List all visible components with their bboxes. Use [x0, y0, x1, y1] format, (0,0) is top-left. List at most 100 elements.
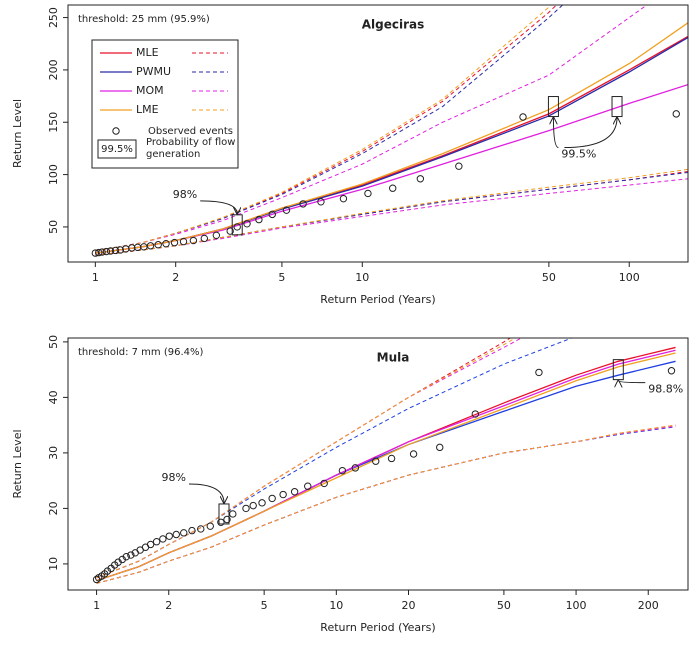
ci-line — [96, 424, 676, 584]
observed-point — [317, 198, 325, 206]
flow-box-arrow — [553, 118, 559, 149]
observed-point — [229, 510, 237, 518]
y-tick-label: 200 — [47, 59, 60, 80]
observed-point — [95, 248, 103, 257]
observed-point — [179, 237, 188, 246]
observed-point — [180, 529, 188, 537]
legend-desc-wrap: Probability of flow generation — [146, 137, 236, 160]
observed-point — [409, 450, 418, 458]
observed-point — [389, 184, 397, 192]
x-tick-label: 2 — [172, 271, 179, 284]
legend-label: 99.5% — [101, 144, 133, 155]
observed-point — [372, 457, 380, 465]
y-tick-label: 20 — [47, 501, 60, 515]
observed-point — [249, 501, 257, 510]
legend-box — [91, 39, 239, 169]
x-tick-label: 2 — [165, 599, 172, 612]
y-axis-label: Return Level — [11, 99, 24, 168]
observed-point — [162, 239, 170, 248]
x-axis-label: Return Period (Years) — [320, 293, 435, 306]
observed-point — [98, 248, 106, 256]
observed-point — [122, 552, 130, 561]
x-tick-label: 20 — [401, 599, 415, 612]
flow-box-label: 98% — [173, 188, 197, 201]
ci-line — [95, 170, 688, 256]
observed-point — [282, 206, 291, 214]
x-tick-label: 10 — [355, 271, 369, 284]
ci-line — [96, 424, 676, 584]
observed-point — [172, 530, 180, 539]
ci-line — [95, 5, 648, 252]
observed-point — [206, 522, 214, 530]
y-tick-label: 40 — [47, 390, 60, 404]
fit-line — [95, 22, 688, 254]
ci-line — [96, 426, 676, 584]
flow-box-arrow — [564, 118, 617, 149]
observed-point — [197, 525, 205, 533]
legend-box-sample — [97, 139, 137, 159]
legend-label: MLE — [136, 46, 159, 59]
observed-point — [455, 162, 463, 170]
observed-point — [258, 499, 266, 507]
legend-label: MOM — [136, 84, 164, 97]
observed-point — [106, 247, 115, 255]
observed-point — [387, 454, 396, 463]
flow-box-arrow — [188, 483, 224, 503]
observed-point — [364, 189, 372, 198]
observed-point — [416, 175, 425, 183]
observed-point — [268, 494, 276, 503]
x-tick-label: 50 — [542, 271, 556, 284]
plot-area — [92, 338, 676, 584]
observed-point — [200, 234, 209, 243]
observed-point — [535, 368, 543, 377]
legend-label: PWMU — [136, 65, 171, 78]
x-tick-label: 1 — [93, 599, 100, 612]
x-tick-label: 10 — [329, 599, 343, 612]
x-tick-label: 100 — [566, 599, 587, 612]
flow-box-label: 98% — [162, 471, 186, 484]
fit-line — [96, 352, 676, 582]
x-tick-label: 100 — [619, 271, 640, 284]
observed-point — [233, 223, 241, 231]
observed-point — [102, 247, 111, 256]
observed-point — [91, 249, 100, 257]
observed-point — [436, 443, 444, 452]
observed-point — [127, 551, 135, 559]
x-tick-label: 5 — [261, 599, 268, 612]
observed-point — [304, 482, 312, 490]
legend-marker — [112, 127, 120, 135]
observed-point — [290, 488, 299, 496]
flow-box-arrow — [200, 200, 237, 214]
observed-point — [111, 246, 120, 255]
chart-title: Mula — [377, 351, 410, 365]
flow-box-label: 98.8% — [648, 383, 683, 396]
observed-point — [170, 238, 179, 247]
x-axis-label: Return Period (Years) — [320, 621, 435, 634]
observed-point — [339, 194, 348, 203]
flow-box-arrow — [618, 381, 646, 383]
y-tick-label: 10 — [47, 557, 60, 571]
y-tick-label: 50 — [47, 335, 60, 349]
observed-point — [212, 231, 221, 240]
threshold-note: threshold: 25 mm (95.9%) — [78, 14, 210, 25]
observed-point — [116, 246, 124, 254]
observed-point — [471, 410, 480, 418]
y-tick-label: 30 — [47, 446, 60, 460]
plot-frame — [67, 4, 689, 263]
observed-point — [92, 575, 101, 584]
ci-line — [95, 5, 552, 252]
y-axis-label: Return Level — [11, 429, 24, 498]
ci-line — [95, 168, 688, 256]
plot-frame — [67, 337, 689, 591]
observed-point — [223, 515, 231, 524]
threshold-note: threshold: 7 mm (96.4%) — [78, 347, 204, 358]
observed-point — [217, 518, 225, 526]
observed-point — [320, 479, 328, 488]
fit-line — [96, 349, 676, 582]
observed-point — [165, 532, 173, 540]
legend-label: Probability of flow generation — [146, 137, 236, 160]
observed-point — [243, 220, 251, 228]
observed-point — [154, 241, 162, 249]
legend-label: LME — [136, 103, 159, 116]
